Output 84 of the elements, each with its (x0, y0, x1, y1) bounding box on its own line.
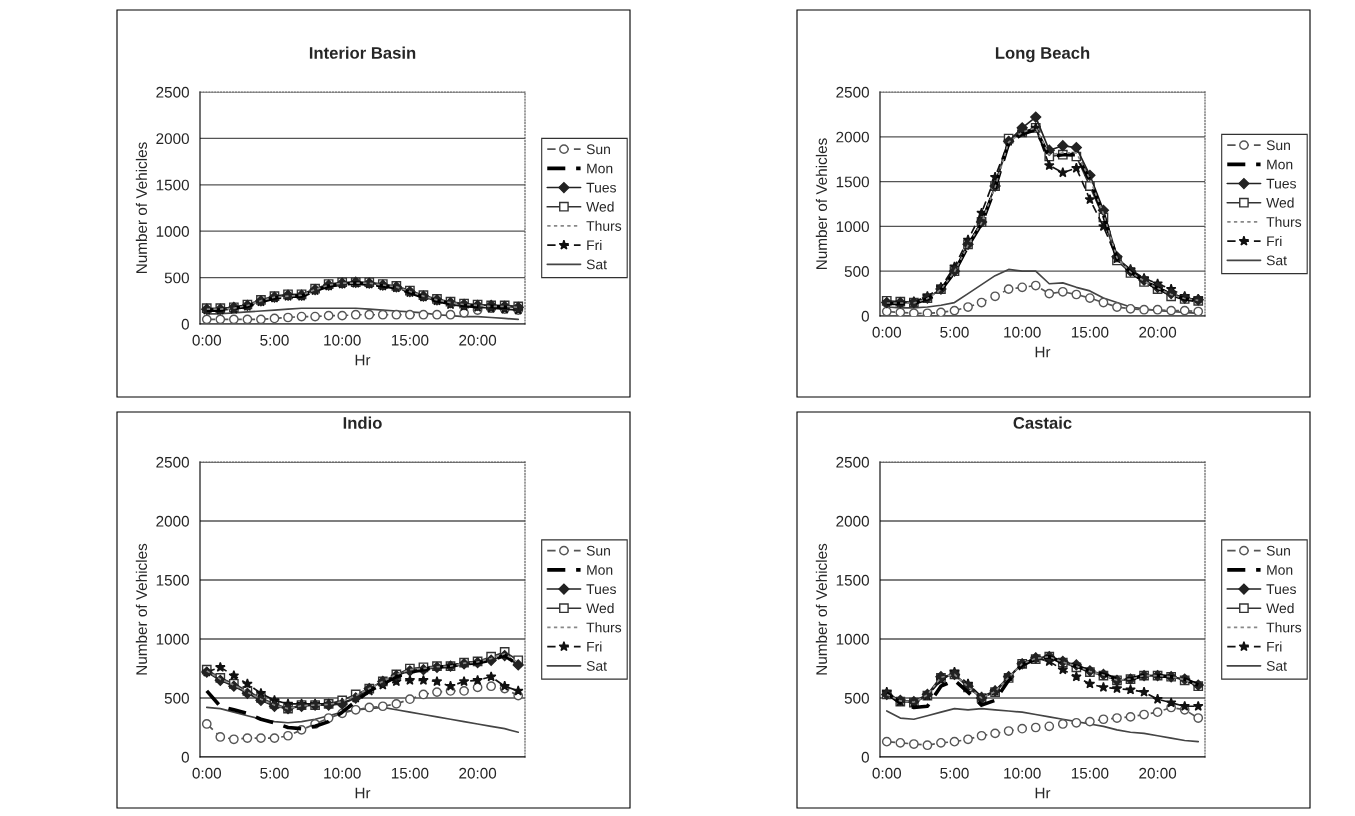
y-tick-label: 2500 (156, 456, 189, 468)
y-tick-label: 2500 (156, 86, 189, 98)
x-tick-label: 15:00 (1071, 767, 1109, 779)
chart-title: Long Beach (995, 46, 1090, 63)
y-tick-label: 1000 (836, 633, 869, 645)
legend-label: Mon (1267, 159, 1293, 170)
legend-label: Tues (1266, 584, 1296, 595)
x-axis-title: Hr (1035, 346, 1051, 358)
legend-label: Sun (586, 545, 610, 556)
x-tick-label: 20:00 (1139, 767, 1177, 779)
legend-label: Sun (1266, 140, 1290, 151)
y-tick-label: 0 (181, 751, 189, 763)
y-axis-title: Number of Vehicles (135, 543, 148, 675)
y-tick-label: 500 (844, 266, 869, 277)
y-tick-label: 2500 (836, 456, 869, 468)
x-tick-label: 5:00 (260, 767, 289, 779)
x-tick-label: 0:00 (872, 767, 902, 779)
legend-label: Thurs (1266, 622, 1302, 633)
y-tick-label: 2000 (156, 515, 189, 527)
y-tick-label: 0 (861, 310, 869, 322)
x-tick-label: 10:00 (1004, 326, 1041, 338)
x-axis-title: Hr (355, 354, 371, 366)
y-axis-title: Number of Vehicles (815, 138, 828, 269)
x-tick-label: 10:00 (324, 767, 361, 779)
y-tick-label: 500 (164, 692, 189, 704)
legend-label: Mon (587, 565, 613, 575)
legend-label: Sat (586, 259, 607, 270)
chart-title: Indio (343, 416, 382, 429)
x-tick-label: 20:00 (459, 334, 497, 346)
legend-label: Sat (1266, 255, 1287, 266)
x-tick-label: 15:00 (1071, 326, 1109, 338)
legend-label: Thurs (1266, 216, 1302, 227)
x-tick-label: 5:00 (940, 767, 969, 779)
x-tick-label: 0:00 (192, 767, 222, 779)
legend-label: Sun (586, 144, 610, 155)
y-tick-label: 1000 (836, 221, 869, 233)
y-tick-label: 0 (181, 318, 189, 330)
legend-label: Tues (1266, 178, 1296, 189)
legend-label: Mon (1267, 565, 1293, 575)
y-tick-label: 1500 (156, 574, 189, 586)
legend-label: Tues (586, 182, 616, 193)
x-tick-label: 5:00 (940, 326, 969, 338)
y-tick-label: 1500 (156, 179, 189, 191)
y-tick-label: 1500 (836, 176, 869, 188)
x-tick-label: 10:00 (324, 334, 361, 346)
legend-label: Tues (586, 584, 616, 595)
y-tick-label: 2000 (836, 131, 869, 143)
y-tick-label: 1000 (156, 633, 189, 645)
x-tick-label: 15:00 (391, 334, 429, 346)
legend-label: Wed (586, 201, 614, 212)
x-axis-title: Hr (1035, 787, 1051, 799)
x-tick-label: 5:00 (260, 334, 289, 346)
legend-label: Mon (587, 163, 613, 174)
legend-label: Wed (586, 603, 614, 614)
x-axis-title: Hr (355, 787, 371, 799)
legend-label: Fri (1267, 235, 1282, 246)
y-tick-label: 2000 (156, 133, 189, 145)
legend-label: Thurs (586, 622, 622, 633)
y-tick-label: 1500 (836, 574, 869, 586)
legend-label: Sat (1266, 660, 1287, 671)
y-axis-title: Number of Vehicles (815, 543, 828, 675)
legend-label: Sat (586, 660, 607, 671)
x-tick-label: 15:00 (391, 767, 429, 779)
legend-label: Sun (1266, 545, 1290, 556)
legend-label: Fri (1267, 641, 1282, 652)
chart-title: Interior Basin (309, 46, 416, 59)
x-tick-label: 20:00 (459, 767, 497, 779)
y-tick-label: 2000 (836, 515, 869, 527)
chart-title: Castaic (1013, 416, 1072, 429)
legend-label: Thurs (586, 220, 622, 231)
legend-label: Fri (587, 641, 602, 652)
y-tick-label: 1000 (156, 226, 189, 237)
x-tick-label: 0:00 (192, 334, 222, 346)
legend-label: Fri (587, 239, 602, 250)
legend-label: Wed (1266, 197, 1294, 208)
y-tick-label: 2500 (836, 86, 869, 98)
y-tick-label: 500 (844, 692, 869, 704)
x-tick-label: 20:00 (1139, 326, 1177, 338)
x-tick-label: 10:00 (1004, 767, 1041, 779)
y-tick-label: 0 (861, 751, 869, 763)
x-tick-label: 0:00 (872, 326, 902, 338)
y-tick-label: 500 (164, 272, 189, 284)
y-axis-title: Number of Vehicles (135, 142, 148, 273)
legend-label: Wed (1266, 603, 1294, 614)
